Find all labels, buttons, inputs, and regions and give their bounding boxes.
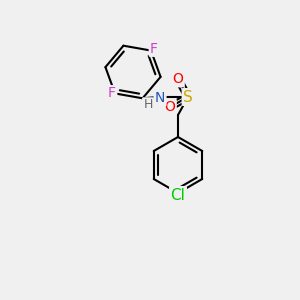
Text: O: O: [165, 100, 176, 114]
Text: N: N: [155, 91, 165, 105]
Text: F: F: [150, 42, 158, 56]
Text: O: O: [172, 72, 183, 86]
Text: H: H: [143, 98, 153, 112]
Text: F: F: [108, 86, 116, 100]
Text: S: S: [183, 89, 193, 104]
Text: Cl: Cl: [171, 188, 185, 202]
